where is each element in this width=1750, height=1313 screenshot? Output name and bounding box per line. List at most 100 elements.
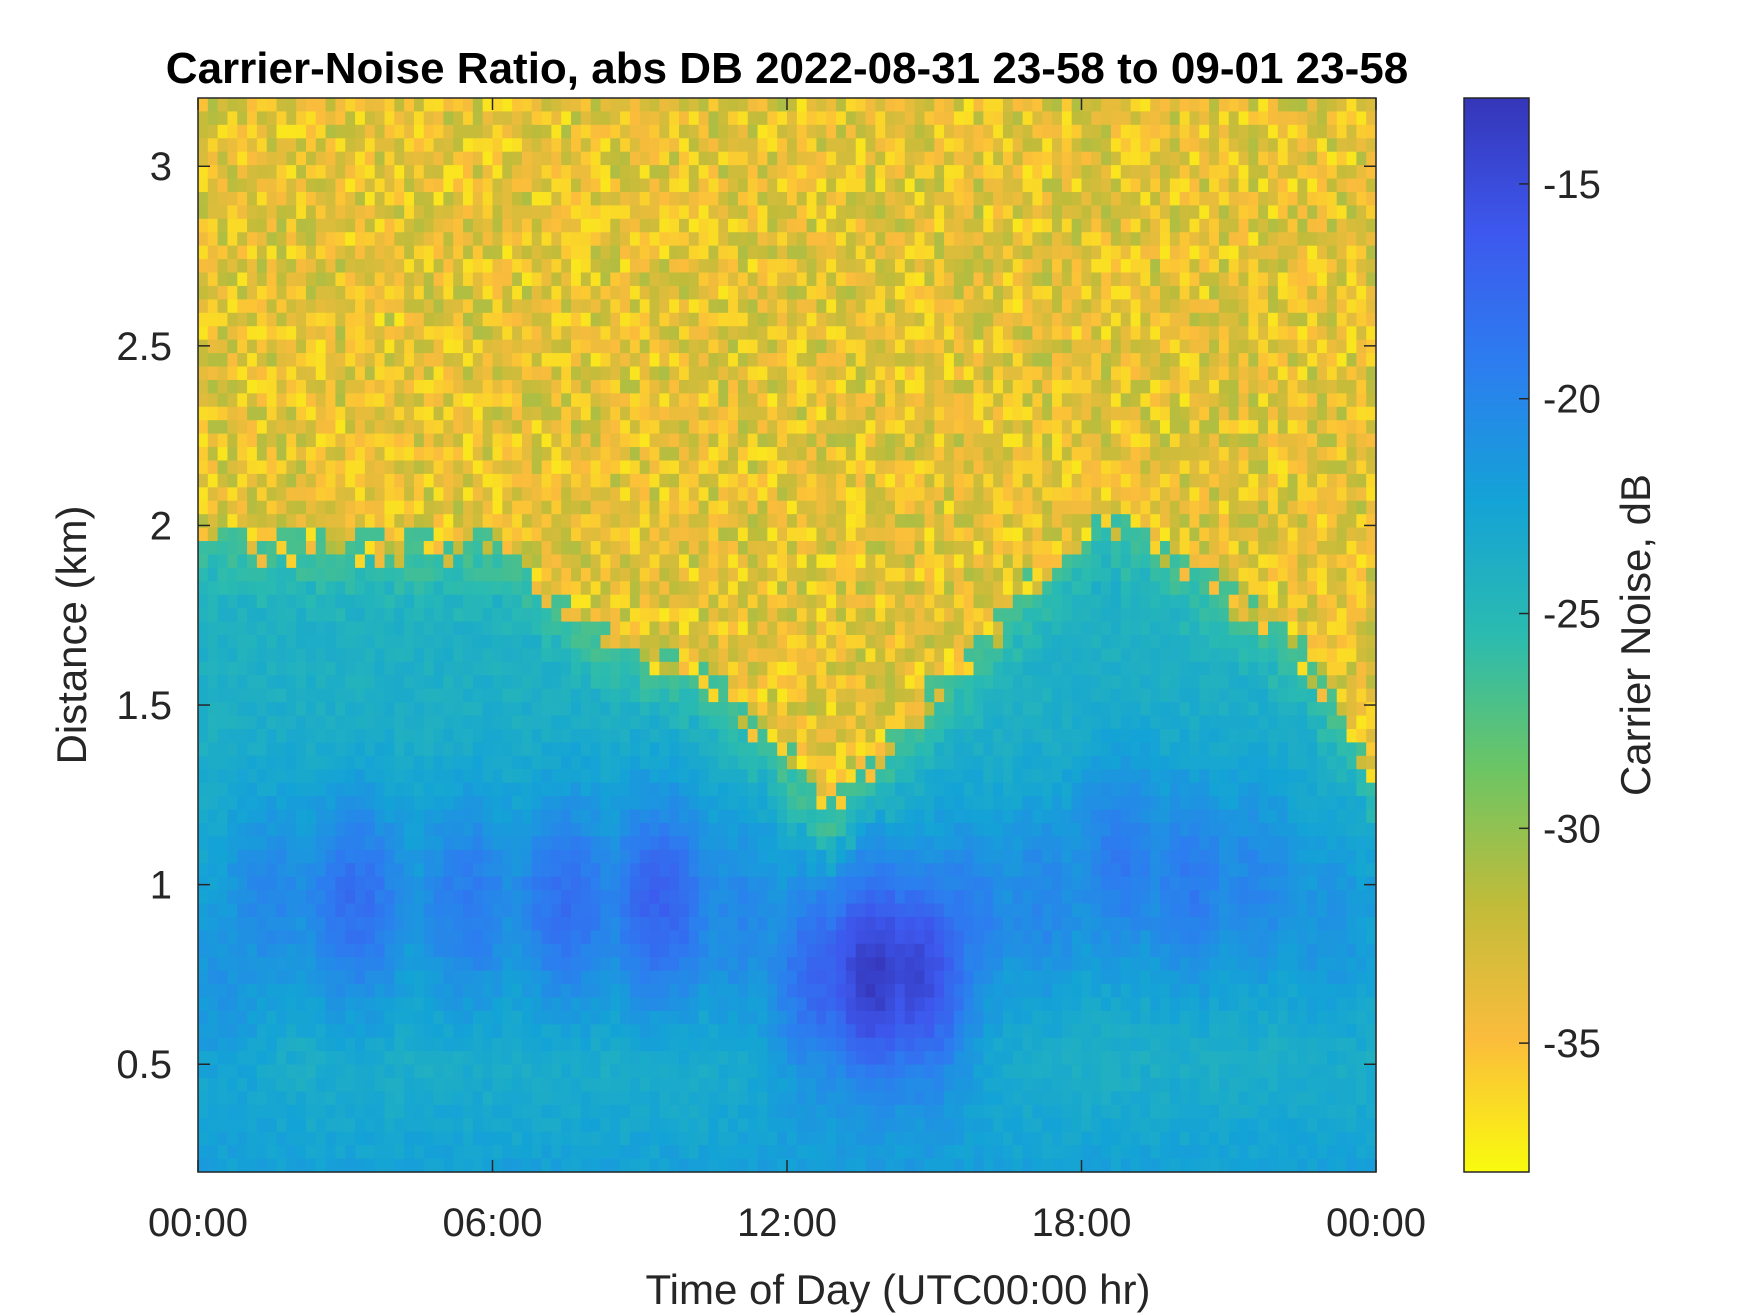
heatmap-cell xyxy=(571,339,582,354)
heatmap-cell xyxy=(894,393,906,408)
heatmap-cell xyxy=(453,406,464,421)
heatmap-cell xyxy=(1160,151,1171,166)
heatmap-cell xyxy=(973,259,984,274)
heatmap-cell xyxy=(1091,98,1102,113)
heatmap-cell xyxy=(953,218,965,233)
heatmap-cell xyxy=(1169,581,1181,596)
heatmap-cell xyxy=(276,379,287,394)
heatmap-cell xyxy=(796,353,808,368)
heatmap-cell xyxy=(1258,312,1269,327)
heatmap-cell xyxy=(649,527,660,542)
heatmap-cell xyxy=(571,245,582,260)
heatmap-cell xyxy=(492,567,503,582)
heatmap-cell xyxy=(571,111,582,126)
heatmap-cell xyxy=(718,648,729,663)
heatmap-cell xyxy=(305,406,317,421)
heatmap-cell xyxy=(1169,460,1181,475)
heatmap-cell xyxy=(1317,98,1328,113)
heatmap-cell xyxy=(1346,245,1357,260)
heatmap-cell xyxy=(787,621,798,636)
heatmap-cell xyxy=(374,205,386,220)
heatmap-cell xyxy=(963,326,975,341)
heatmap-cell xyxy=(688,460,700,475)
heatmap-cell xyxy=(894,111,906,126)
heatmap-cell xyxy=(325,111,337,126)
heatmap-cell xyxy=(286,460,297,475)
heatmap-cell xyxy=(423,151,435,166)
heatmap-cell xyxy=(1012,473,1024,488)
heatmap-cell xyxy=(1042,218,1053,233)
heatmap-cell xyxy=(639,473,651,488)
heatmap-cell xyxy=(1012,165,1024,180)
heatmap-cell xyxy=(698,165,710,180)
heatmap-cell xyxy=(1140,245,1151,260)
heatmap-cell xyxy=(1317,312,1328,327)
heatmap-cell xyxy=(904,245,916,260)
heatmap-cell xyxy=(315,98,327,113)
heatmap-cell xyxy=(983,326,994,341)
heatmap-cell xyxy=(1228,581,1240,596)
heatmap-cell xyxy=(256,514,268,529)
heatmap-cell xyxy=(649,581,660,596)
heatmap-cell xyxy=(1042,594,1053,609)
heatmap-cell xyxy=(1326,379,1338,394)
heatmap-cell xyxy=(1120,111,1132,126)
heatmap-cell xyxy=(521,138,533,153)
heatmap-cell xyxy=(296,635,307,650)
heatmap-cell xyxy=(1268,245,1279,260)
heatmap-cell xyxy=(953,312,965,327)
heatmap-cell xyxy=(1297,554,1308,569)
heatmap-cell xyxy=(1150,366,1161,381)
heatmap-cell xyxy=(423,527,435,542)
heatmap-cell xyxy=(1140,473,1151,488)
heatmap-cell xyxy=(502,205,513,220)
heatmap-cell xyxy=(1061,232,1073,247)
heatmap-cell xyxy=(1110,98,1122,113)
heatmap-cell xyxy=(443,312,454,327)
heatmap-cell xyxy=(796,138,808,153)
heatmap-cell xyxy=(1081,581,1092,596)
heatmap-cell xyxy=(580,326,592,341)
heatmap-cell xyxy=(679,406,690,421)
heatmap-cell xyxy=(580,581,592,596)
heatmap-cell xyxy=(286,312,297,327)
heatmap-cell xyxy=(1287,460,1299,475)
heatmap-cell xyxy=(836,393,847,408)
heatmap-cell xyxy=(826,326,837,341)
heatmap-cell xyxy=(1336,178,1348,193)
heatmap-cell xyxy=(256,554,268,569)
heatmap-cell xyxy=(1032,594,1043,609)
heatmap-cell xyxy=(345,567,356,582)
heatmap-cell xyxy=(629,111,641,126)
heatmap-cell xyxy=(433,406,445,421)
heatmap-cell xyxy=(315,151,327,166)
heatmap-cell xyxy=(521,259,533,274)
heatmap-cell xyxy=(1238,567,1249,582)
heatmap-cell xyxy=(698,567,710,582)
heatmap-cell xyxy=(1150,393,1161,408)
heatmap-cell xyxy=(1071,581,1083,596)
heatmap-cell xyxy=(512,111,523,126)
heatmap-cell xyxy=(1160,165,1171,180)
heatmap-cell xyxy=(600,151,611,166)
heatmap-cell xyxy=(590,339,602,354)
heatmap-cell xyxy=(914,98,926,113)
heatmap-cell xyxy=(266,635,278,650)
heatmap-cell xyxy=(718,608,729,623)
heatmap-cell xyxy=(1336,447,1348,462)
heatmap-cell xyxy=(1160,111,1171,126)
heatmap-cell xyxy=(237,299,248,314)
heatmap-cell xyxy=(836,594,847,609)
heatmap-cell xyxy=(973,554,984,569)
heatmap-cell xyxy=(698,138,710,153)
heatmap-cell xyxy=(924,272,935,287)
heatmap-cell xyxy=(1022,245,1034,260)
heatmap-cell xyxy=(1160,608,1171,623)
heatmap-cell xyxy=(1317,500,1328,515)
heatmap-cell xyxy=(1199,272,1210,287)
heatmap-cell xyxy=(492,138,503,153)
heatmap-cell xyxy=(305,379,317,394)
heatmap-cell xyxy=(718,514,729,529)
heatmap-cell xyxy=(708,420,719,435)
heatmap-cell xyxy=(453,326,464,341)
